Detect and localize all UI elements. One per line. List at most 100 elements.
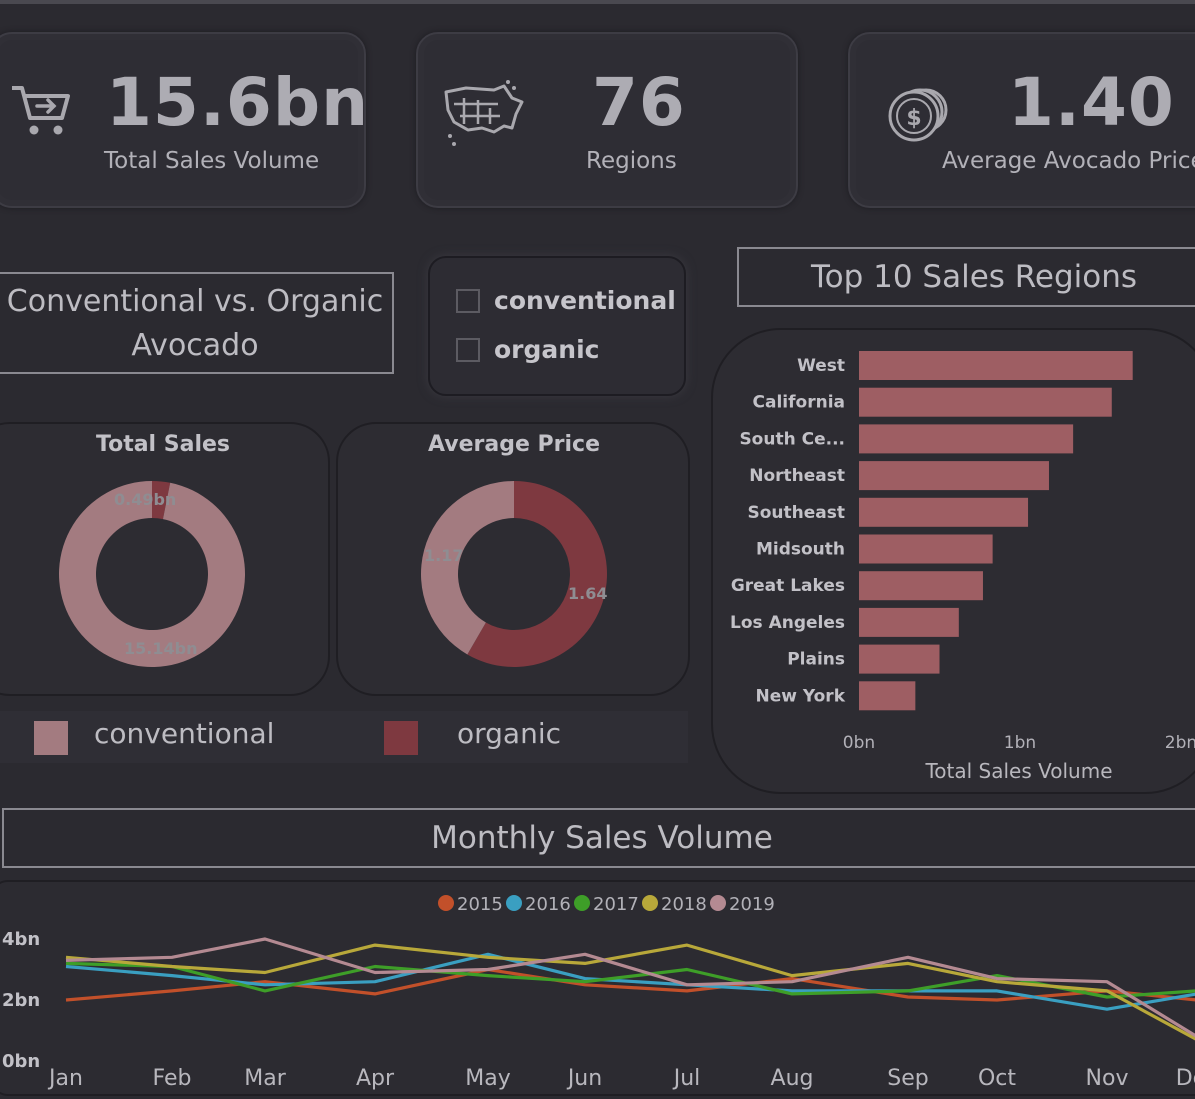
- legend-marker-2016: [506, 895, 522, 911]
- monthly-sales-line-chart: 2015 2016 2017 2018 2019 0bn 2bn 4bn Jan Feb Mar Ap…: [2, 894, 1195, 1091]
- monthly-sales-panel: 2015 2016 2017 2018 2019 0bn 2bn 4bn Jan Feb Mar Ap…: [0, 880, 1195, 1096]
- title-line-1: Conventional vs. Organic: [6, 284, 384, 319]
- donut-slice-organic[interactable]: [152, 481, 171, 520]
- checkbox[interactable]: [456, 288, 480, 313]
- x-tick-label: Jun: [566, 1066, 602, 1091]
- svg-text:$: $: [906, 106, 921, 131]
- legend-marker-2017: [574, 895, 590, 911]
- bar-great-lakes[interactable]: [859, 571, 983, 601]
- donut-slice-organic[interactable]: [467, 481, 607, 667]
- filter-option-conventional[interactable]: conventional: [456, 286, 676, 315]
- filter-option-label: organic: [494, 335, 600, 364]
- filter-option-organic[interactable]: organic: [456, 335, 599, 364]
- legend-marker-2018: [642, 895, 658, 911]
- bar-category-label: South Ce...: [739, 429, 845, 449]
- series-line-2016[interactable]: [65, 952, 1195, 1011]
- x-tick-label: May: [465, 1066, 510, 1091]
- bar-california[interactable]: [859, 387, 1112, 417]
- x-axis-title: Total Sales Volume: [924, 759, 1112, 783]
- legend-label-2019: 2019: [729, 894, 775, 915]
- bar-midsouth[interactable]: [859, 534, 993, 564]
- bar-category-label: West: [797, 356, 845, 376]
- bar-category-label: Plains: [787, 650, 845, 670]
- organic-data-label: 0.49bn: [114, 490, 177, 509]
- x-tick-label: 0bn: [843, 733, 875, 753]
- legend-label-2016: 2016: [525, 894, 571, 915]
- kpi-regions: 76 Regions: [416, 32, 798, 208]
- bar-southeast[interactable]: [859, 497, 1029, 527]
- x-tick-label: Aug: [771, 1066, 814, 1091]
- kpi-label: Regions: [586, 148, 677, 174]
- organic-data-label: 1.64: [568, 584, 608, 603]
- bar-category-label: Midsouth: [756, 540, 845, 560]
- conventional-swatch: [34, 721, 68, 755]
- legend-label-conventional: conventional: [94, 717, 275, 750]
- type-filter-slicer: conventional organic: [428, 256, 686, 396]
- legend-label-2018: 2018: [661, 894, 707, 915]
- y-tick-label: 0bn: [2, 1051, 40, 1072]
- donut-slice-conventional[interactable]: [421, 481, 514, 655]
- window-top-border: [0, 0, 1195, 4]
- x-tick-label: Jan: [47, 1066, 83, 1091]
- panel-title: Total Sales: [96, 432, 231, 457]
- x-tick-label: Mar: [244, 1066, 286, 1091]
- monthly-sales-title: Monthly Sales Volume: [2, 808, 1195, 868]
- type-legend: conventional organic: [0, 711, 688, 763]
- average-price-donut: [421, 481, 607, 667]
- cart-icon: [12, 86, 70, 135]
- bar-new-york[interactable]: [859, 681, 916, 711]
- total-sales-donut-panel: Total Sales 0.49bn 15.14bn: [0, 422, 330, 696]
- top-regions-title: Top 10 Sales Regions: [737, 247, 1195, 307]
- kpi-label: Average Avocado Price: [942, 148, 1195, 174]
- average-price-donut-panel: Average Price 1.17 1.64: [336, 422, 690, 696]
- title-line-2: Avocado: [131, 328, 259, 363]
- legend-label-2017: 2017: [593, 894, 639, 915]
- kpi-label: Total Sales Volume: [104, 148, 320, 174]
- us-map-icon: [444, 80, 524, 146]
- x-tick-label: Oct: [978, 1066, 1016, 1091]
- y-tick-label: 2bn: [2, 990, 40, 1011]
- x-tick-label: Feb: [153, 1066, 192, 1091]
- bar-south-ce-[interactable]: [859, 424, 1074, 454]
- kpi-value: 76: [592, 64, 686, 141]
- donut-slice-conventional[interactable]: [59, 481, 246, 667]
- bar-west[interactable]: [859, 351, 1133, 380]
- type-section-title: Conventional vs. Organic Avocado: [0, 272, 394, 374]
- bar-category-label: Southeast: [747, 503, 845, 523]
- legend-marker-2015: [438, 895, 454, 911]
- kpi-value: 15.6bn: [106, 64, 370, 141]
- bar-plains[interactable]: [859, 644, 940, 674]
- bar-category-label: New York: [756, 686, 846, 706]
- bar-los-angeles[interactable]: [859, 607, 959, 637]
- kpi-value: 1.40: [1008, 64, 1175, 141]
- bar-category-label: Great Lakes: [731, 576, 845, 596]
- top-regions-panel: West California South Ce... Northeast Southe…: [711, 328, 1195, 794]
- series-line-2018[interactable]: [65, 943, 1195, 1041]
- x-tick-label: Jul: [672, 1066, 701, 1091]
- kpi-total-sales-volume: 15.6bn Total Sales Volume: [0, 32, 370, 208]
- x-tick-label: Sep: [887, 1066, 928, 1091]
- bar-northeast[interactable]: [859, 461, 1049, 491]
- legend-marker-2019: [710, 895, 726, 911]
- conventional-data-label: 1.17: [424, 546, 464, 565]
- checkbox[interactable]: [456, 337, 480, 362]
- conventional-data-label: 15.14bn: [124, 639, 198, 658]
- y-tick-label: 4bn: [2, 929, 40, 950]
- series-line-2019[interactable]: [65, 937, 1195, 1038]
- legend-label-2015: 2015: [457, 894, 503, 915]
- legend-label-organic: organic: [457, 717, 562, 750]
- coins-icon: $: [888, 88, 948, 142]
- bar-category-label: Northeast: [749, 466, 845, 486]
- x-tick-label: Dec: [1176, 1066, 1195, 1091]
- total-sales-donut: [59, 481, 246, 667]
- x-tick-label: Nov: [1086, 1066, 1129, 1091]
- organic-swatch: [384, 721, 418, 755]
- top-regions-bar-chart: West California South Ce... Northeast Southe…: [730, 351, 1195, 783]
- filter-option-label: conventional: [494, 286, 676, 315]
- x-tick-label: 1bn: [1004, 733, 1036, 753]
- kpi-average-price: $ 1.40 Average Avocado Price: [848, 32, 1195, 208]
- panel-title: Average Price: [428, 432, 601, 457]
- x-tick-label: Apr: [356, 1066, 395, 1091]
- x-tick-label: 2bn: [1165, 733, 1195, 753]
- bar-category-label: Los Angeles: [730, 613, 845, 633]
